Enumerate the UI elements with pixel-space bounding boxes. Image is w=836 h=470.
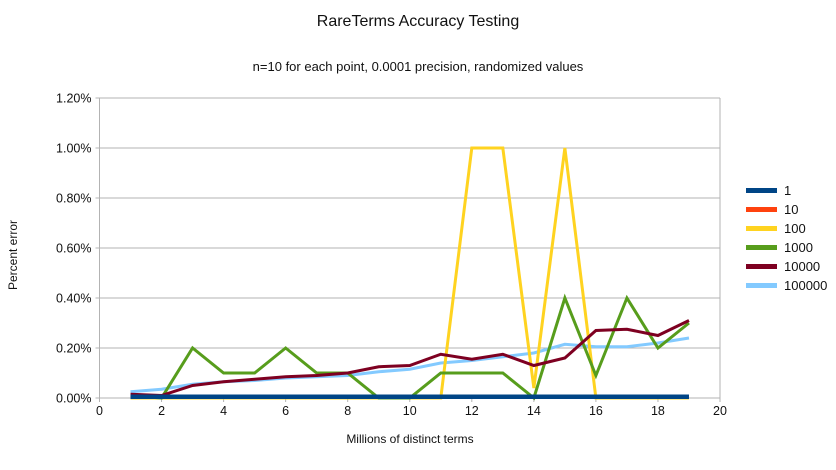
legend-item-10: 10 xyxy=(746,200,827,219)
legend-item-100000: 100000 xyxy=(746,276,827,295)
legend-swatch-100 xyxy=(746,226,777,231)
series-line-10000 xyxy=(130,319,690,398)
x-tick-label: 10 xyxy=(403,404,417,418)
y-tick-label: 1.20% xyxy=(56,92,91,106)
x-tick-label: 14 xyxy=(527,404,541,418)
legend-item-100: 100 xyxy=(746,219,827,238)
x-axis-title: Millions of distinct terms xyxy=(346,432,474,446)
x-tick-label: 0 xyxy=(96,404,103,418)
series-line-100 xyxy=(130,146,689,400)
y-tick-label: 0.00% xyxy=(56,392,91,406)
y-tick-label: 0.60% xyxy=(56,242,91,256)
legend-swatch-1000 xyxy=(746,245,777,250)
x-tick-label: 2 xyxy=(158,404,165,418)
y-tick-label: 0.80% xyxy=(56,192,91,206)
y-tick-label: 0.40% xyxy=(56,292,91,306)
legend-swatch-10000 xyxy=(746,264,777,269)
legend-swatch-10 xyxy=(746,207,777,212)
legend-label: 10 xyxy=(784,202,799,217)
y-tick-label: 0.20% xyxy=(56,342,91,356)
x-tick-label: 4 xyxy=(220,404,227,418)
y-tick-label: 1.00% xyxy=(56,142,91,156)
x-tick-label: 20 xyxy=(713,404,727,418)
legend: 1 10 100 1000 10000 100000 xyxy=(746,181,827,295)
legend-label: 100000 xyxy=(784,278,828,293)
legend-label: 1000 xyxy=(784,240,813,255)
legend-item-1000: 1000 xyxy=(746,238,827,257)
legend-label: 1 xyxy=(784,183,792,198)
legend-item-10000: 10000 xyxy=(746,257,827,276)
x-tick-label: 12 xyxy=(465,404,479,418)
x-tick-label: 8 xyxy=(344,404,351,418)
x-tick-label: 16 xyxy=(589,404,603,418)
legend-label: 100 xyxy=(784,221,806,236)
legend-item-1: 1 xyxy=(746,181,827,200)
x-tick-label: 18 xyxy=(651,404,665,418)
y-axis-title: Percent error xyxy=(6,219,20,291)
chart-subtitle: n=10 for each point, 0.0001 precision, r… xyxy=(252,59,584,74)
chart-title: RareTerms Accuracy Testing xyxy=(316,13,520,30)
legend-label: 10000 xyxy=(784,259,821,274)
legend-swatch-100000 xyxy=(746,283,777,288)
x-tick-label: 6 xyxy=(282,404,289,418)
legend-swatch-1 xyxy=(746,188,777,193)
